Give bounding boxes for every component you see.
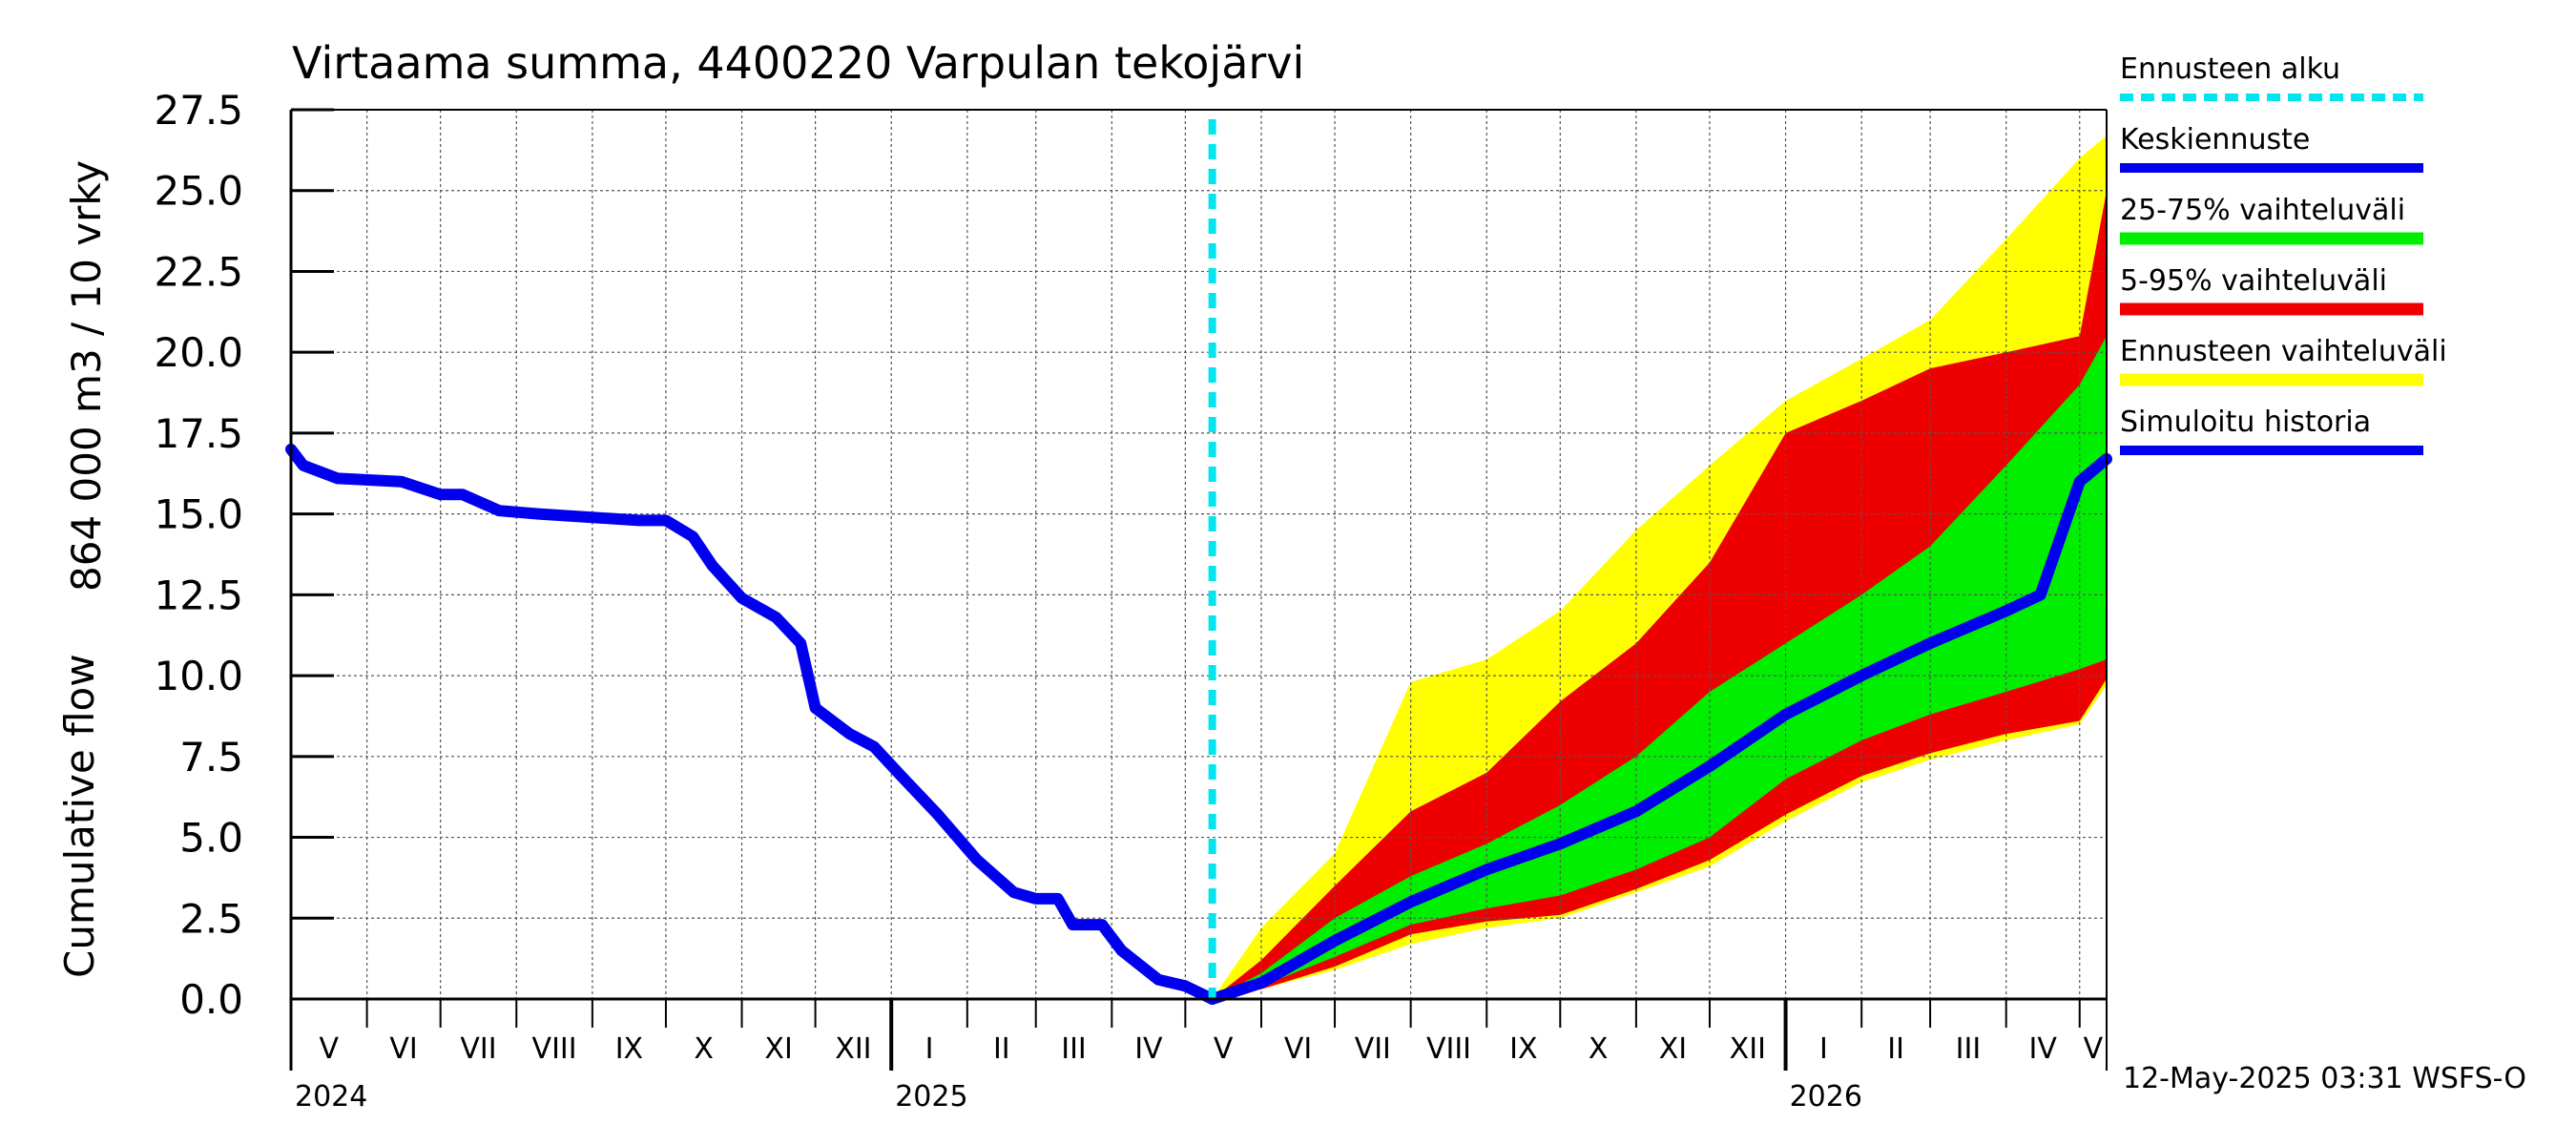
y-tick-label: 27.5 [154, 87, 243, 134]
month-label: XII [835, 1032, 871, 1066]
month-label: XI [764, 1032, 792, 1066]
series-simuloitu-historia [285, 443, 1218, 1005]
month-label: X [694, 1032, 714, 1066]
month-label: V [2084, 1032, 2104, 1066]
year-label: 2026 [1790, 1080, 1862, 1114]
month-label: IX [1509, 1032, 1537, 1066]
y-tick-label: 15.0 [154, 491, 243, 538]
y-tick-label: 22.5 [154, 248, 243, 295]
legend-label: 25-75% vaihteluväli [2120, 194, 2405, 227]
lines [285, 119, 2112, 1005]
month-label: XI [1659, 1032, 1687, 1066]
y-tick-label: 2.5 [179, 895, 243, 942]
y-tick-label: 12.5 [154, 572, 243, 618]
y-tick-label: 17.5 [154, 410, 243, 457]
year-label: 2024 [295, 1080, 367, 1114]
month-label: V [1214, 1032, 1234, 1066]
y-tick-label: 25.0 [154, 168, 243, 215]
y-tick-label: 20.0 [154, 329, 243, 376]
month-label: II [1887, 1032, 1904, 1066]
y-axis-label-line1: 864 000 m3 / 10 vrky [63, 160, 110, 592]
month-label: XII [1730, 1032, 1766, 1066]
month-label: IV [1134, 1032, 1163, 1066]
month-label: I [1819, 1032, 1828, 1066]
legend-label: 5-95% vaihteluväli [2120, 264, 2387, 298]
axes [289, 108, 2108, 1071]
month-label: I [925, 1032, 934, 1066]
month-label: VII [1355, 1032, 1391, 1066]
band-ennusteen-vaihteluvali [1212, 135, 2107, 1000]
legend: Ennusteen alku Keskiennuste 25-75% vaihtel… [2120, 52, 2447, 455]
series-keskiennuste [1206, 453, 2112, 1005]
legend-label: Ennusteen vaihteluväli [2120, 335, 2447, 368]
band-25-75 [1212, 336, 2107, 999]
y-axis-label-line2: Cumulative flow [56, 654, 103, 978]
y-axis-label: 864 000 m3 / 10 vrky Cumulative flow [56, 160, 110, 978]
legend-label: Simuloitu historia [2120, 406, 2371, 439]
month-label: IV [2029, 1032, 2058, 1066]
x-tick-labels: V VI VII VIII IX X XI XII I II III IV V VI VII VIII IX X X… [295, 1032, 2104, 1114]
y-tick-label: 5.0 [179, 815, 243, 862]
month-label: VIII [1426, 1032, 1471, 1066]
month-label: III [1061, 1032, 1087, 1066]
grid [291, 110, 2107, 999]
y-tick-labels: 0.0 2.5 5.0 7.5 10.0 12.5 15.0 17.5 20.0 22.5 25.0… [154, 87, 243, 1023]
y-tick-label: 10.0 [154, 653, 243, 699]
year-label: 2025 [895, 1080, 967, 1114]
month-label: VI [389, 1032, 417, 1066]
bands [1212, 135, 2107, 1000]
month-label: VII [460, 1032, 496, 1066]
footer-timestamp: 12-May-2025 03:31 WSFS-O [2123, 1062, 2526, 1095]
month-label: IX [615, 1032, 643, 1066]
month-label: II [993, 1032, 1010, 1066]
band-5-95 [1212, 190, 2107, 999]
month-label: VI [1284, 1032, 1312, 1066]
y-tick-label: 7.5 [179, 734, 243, 781]
month-label: III [1956, 1032, 1982, 1066]
month-label: X [1589, 1032, 1609, 1066]
legend-label: Keskiennuste [2120, 123, 2310, 156]
chart-title: Virtaama summa, 4400220 Varpulan tekojär… [292, 37, 1304, 89]
month-label: VIII [532, 1032, 577, 1066]
month-label: V [320, 1032, 340, 1066]
legend-label: Ennusteen alku [2120, 52, 2340, 86]
y-tick-label: 0.0 [179, 976, 243, 1023]
